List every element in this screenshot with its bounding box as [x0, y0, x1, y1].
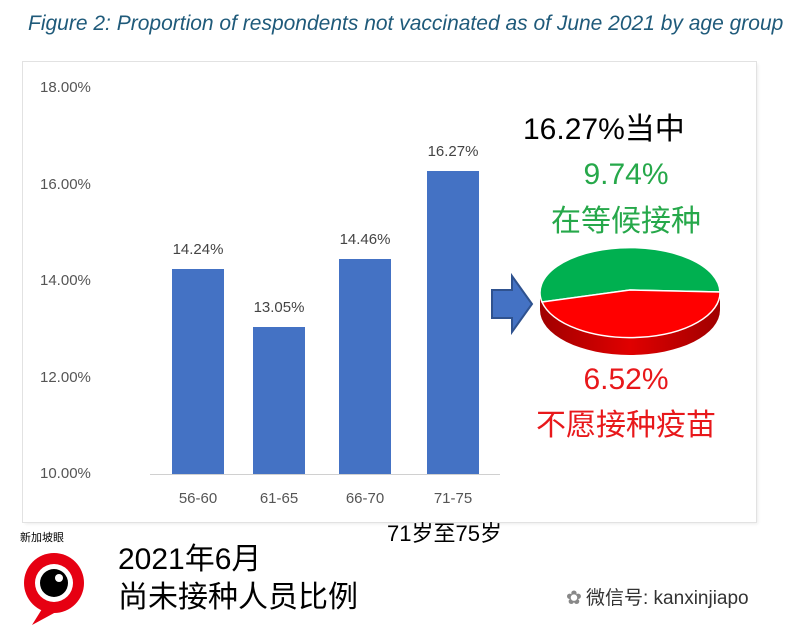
y-tick-label: 16.00% — [40, 175, 91, 193]
data-label: 14.24% — [172, 241, 224, 259]
unwilling-label: 不愿接种疫苗 — [536, 409, 716, 442]
pie-slice-waiting — [539, 246, 721, 303]
data-label: 13.05% — [253, 298, 305, 316]
y-tick-label: 14.00% — [40, 272, 91, 289]
data-label: 16.27% — [427, 143, 479, 161]
right-arrow-icon — [491, 272, 534, 336]
x-tick-label: 71-75 — [433, 490, 473, 507]
y-tick-label: 18.00% — [40, 79, 91, 96]
bar — [253, 326, 305, 474]
bar — [427, 171, 479, 474]
wechat-watermark: ✿ 微信号: kanxinjiapo — [566, 583, 749, 610]
waiting-value: 9.74% — [583, 158, 669, 191]
pie-slice-unwilling — [540, 289, 721, 339]
x-axis-line — [150, 474, 500, 475]
caption-line-1: 2021年6月 — [118, 543, 262, 576]
x-tick-label: 56-60 — [178, 490, 218, 507]
x-tick-label: 61-65 — [259, 490, 299, 507]
caption-line-2: 尚未接种人员比例 — [118, 581, 358, 614]
svg-text:新加坡眼: 新加坡眼 — [20, 530, 64, 544]
wechat-id: 微信号: kanxinjiapo — [586, 588, 749, 609]
waiting-label: 在等候接种 — [551, 205, 701, 238]
x-tick-label: 66-70 — [345, 490, 385, 507]
y-tick-label: 12.00% — [40, 368, 91, 386]
pie-heading: 16.27%当中 — [523, 113, 685, 146]
y-tick-label: 10.00% — [40, 465, 91, 482]
figure-title: Figure 2: Proportion of respondents not … — [28, 12, 784, 35]
bar — [172, 269, 224, 474]
age-annotation: 71岁至75岁 — [387, 521, 502, 546]
bar — [339, 258, 391, 474]
data-label: 14.46% — [339, 230, 391, 248]
wechat-icon: ✿ — [566, 588, 582, 609]
logo-icon: 新加坡眼 — [20, 530, 84, 625]
unwilling-value: 6.52% — [583, 363, 669, 396]
vaccination-pie-chart — [539, 246, 721, 355]
